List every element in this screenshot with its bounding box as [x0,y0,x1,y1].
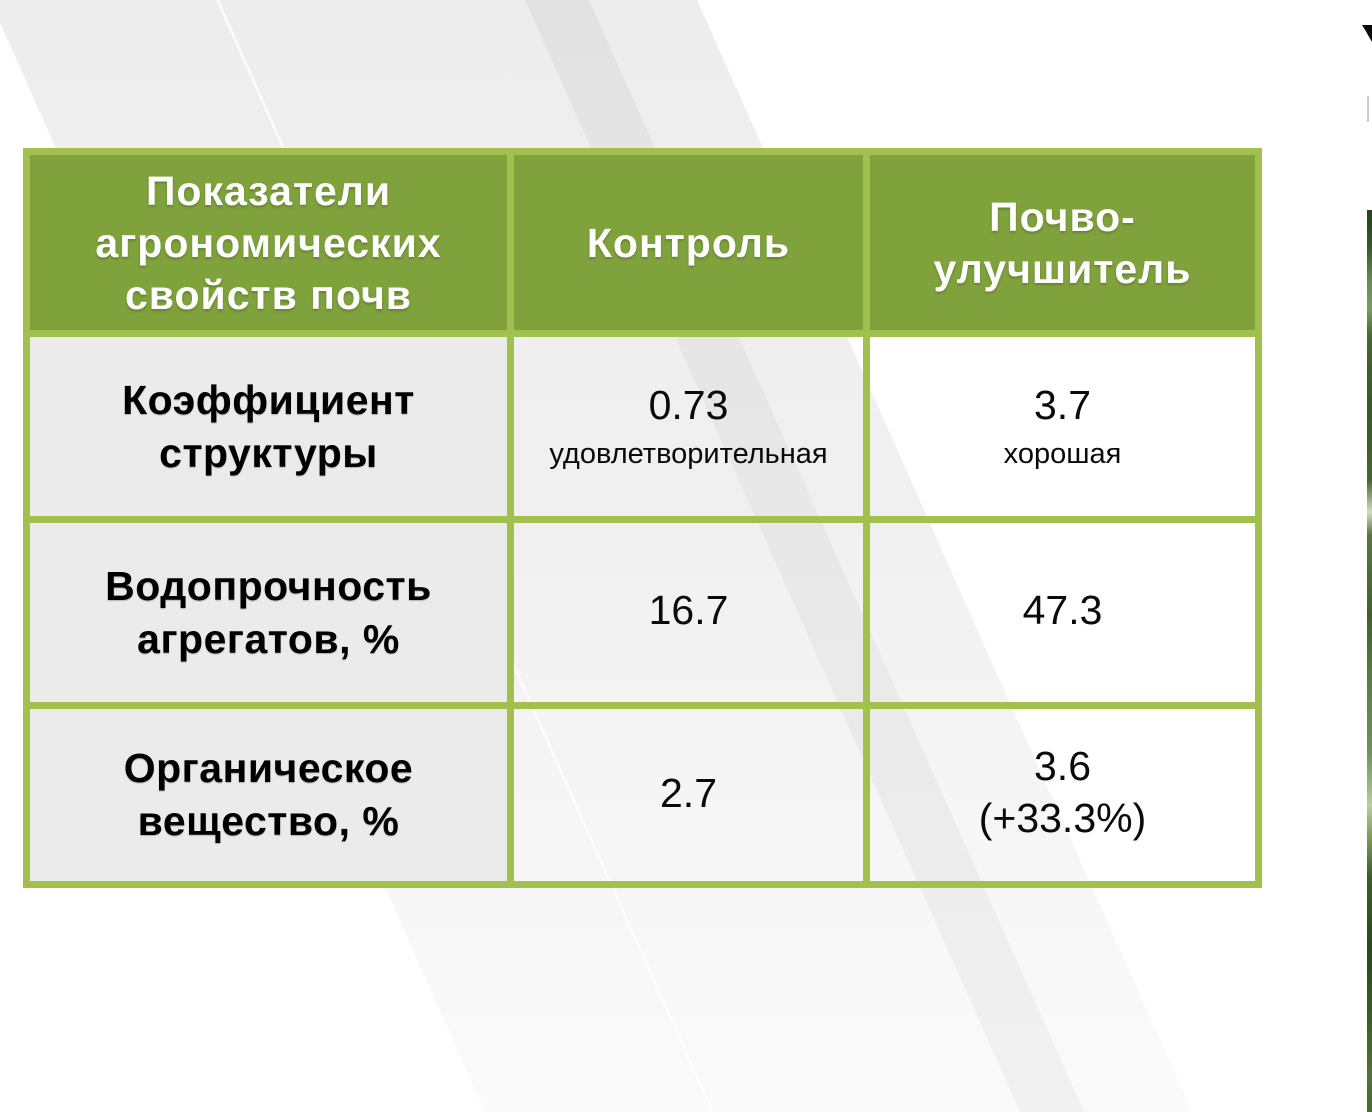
soil-properties-table: Показатели агрономических свойств почв К… [23,148,1262,888]
value-text: 2.7 [660,769,717,816]
value-text: 0.73 [648,382,729,428]
row-label-organic-matter: Органическое вещество, % [30,709,514,881]
row-label-water-stability: Водопрочность агрегатов, % [30,523,514,709]
note-text: хорошая [1003,438,1122,470]
header-cell-indicators: Показатели агрономических свойств почв [30,155,514,337]
cell-structure-improver: 3.7 хорошая [870,337,1255,523]
cell-structure-control: 0.73 удовлетворительная [514,337,870,523]
value-text: 3.7 [1034,382,1091,428]
cell-water-control: 16.7 [514,523,870,709]
cell-organic-control: 2.7 [514,709,870,881]
cell-water-improver: 47.3 [870,523,1255,709]
row-label-structure-coefficient: Коэффициент структуры [30,337,514,523]
value-text: 3.6 [1034,742,1091,789]
value-text: 47.3 [1022,587,1103,633]
header-cell-control: Контроль [514,155,870,337]
value2-text: (+33.3%) [978,794,1147,841]
value-text: 16.7 [648,587,729,633]
cell-organic-improver: 3.6 (+33.3%) [870,709,1255,881]
cropped-gray-line [1367,96,1369,122]
cropped-letter-fragment [1362,25,1372,42]
cropped-photo-edge [1367,210,1372,1112]
header-cell-improver: Почво- улучшитель [870,155,1255,337]
note-text: удовлетворительная [549,438,828,470]
